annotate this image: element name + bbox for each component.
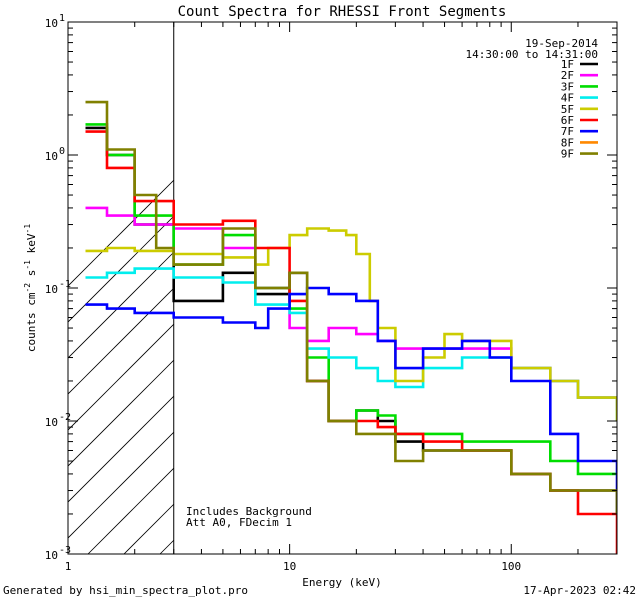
legend-label-4f: 4F [561, 92, 574, 105]
y-tick-label: 10 1 [45, 13, 65, 30]
legend-label-5f: 5F [561, 103, 574, 116]
footer-timestamp: 17-Apr-2023 02:42 [523, 584, 636, 597]
generated-by-text: Generated by hsi_min_spectra_plot.pro [3, 584, 248, 597]
y-tick-exp: -1 [59, 279, 71, 290]
y-tick-label: 10 -3 [45, 545, 71, 562]
y-tick-label: 10 -2 [45, 412, 71, 429]
y-axis-label: counts cm-2 s-1 keV-1 [23, 224, 38, 352]
series-line-7f [85, 286, 617, 491]
x-axis-label: Energy (keV) [302, 576, 381, 589]
observation-date: 19-Sep-2014 [525, 37, 598, 50]
legend-label-6f: 6F [561, 114, 574, 127]
x-tick-label: 10 [283, 560, 296, 573]
legend-label-1f: 1F [561, 58, 574, 71]
y-tick-base: 10 [45, 17, 58, 30]
legend-label-8f: 8F [561, 136, 574, 149]
y-axis-label-part: keV [25, 233, 38, 260]
y-axis-label-part: counts cm [25, 292, 38, 352]
legend-label-3f: 3F [561, 80, 574, 93]
chart-title: Count Spectra for RHESSI Front Segments [178, 4, 507, 20]
y-tick-label: 10 0 [45, 146, 65, 163]
series-layer [85, 100, 617, 554]
y-tick-base: 10 [45, 283, 58, 296]
legend-label-2f: 2F [561, 69, 574, 82]
y-tick-exp: 1 [59, 13, 65, 24]
y-tick-exp: -3 [59, 545, 71, 556]
hatch-cover [173, 22, 617, 554]
axis-ticks [67, 21, 618, 555]
y-axis-label-sup: -1 [23, 224, 32, 234]
y-axis-label-part: s [25, 270, 38, 283]
legend-label-7f: 7F [561, 125, 574, 138]
y-tick-exp: 0 [59, 146, 65, 157]
y-tick-label: 10 -1 [45, 279, 71, 296]
y-axis-label-sup: -2 [23, 283, 32, 293]
x-tick-label: 100 [501, 560, 521, 573]
annotation-attenuator: Att A0, FDecim 1 [186, 516, 292, 529]
y-tick-base: 10 [45, 150, 58, 163]
excluded-energy-hatch [68, 22, 640, 554]
y-tick-base: 10 [45, 416, 58, 429]
legend-label-9f: 9F [561, 148, 574, 161]
series-line-9f [85, 100, 617, 514]
hatch-line [628, 22, 640, 554]
y-tick-exp: -2 [59, 412, 71, 423]
annotation-background: Includes Background [186, 505, 312, 518]
y-axis-label-sup: -1 [23, 260, 32, 270]
y-tick-base: 10 [45, 549, 58, 562]
x-tick-label: 1 [65, 560, 72, 573]
observation-time-range: 14:30:00 to 14:31:00 [466, 48, 598, 61]
